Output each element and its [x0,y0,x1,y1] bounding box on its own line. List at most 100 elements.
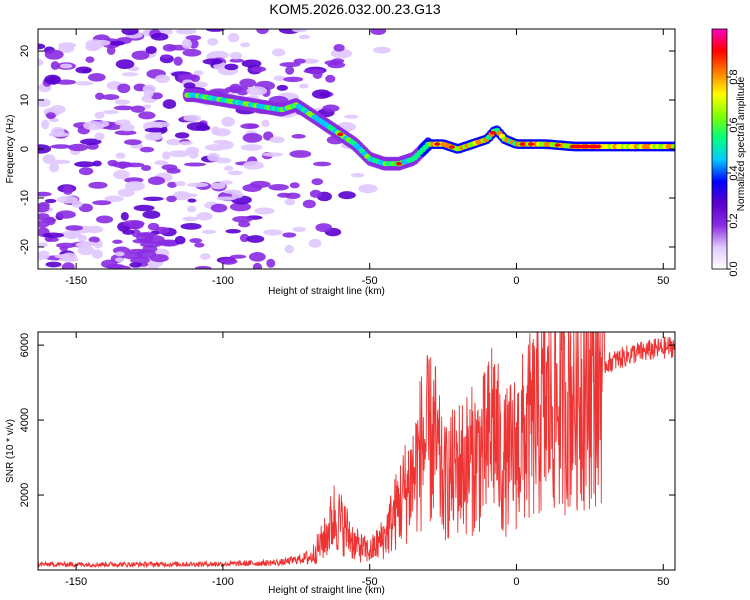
spectrogram-noise-cell [44,198,57,204]
spectrogram-noise-cell [58,257,79,262]
spectrogram-noise-cell [119,123,135,132]
spectrogram-noise-cell [263,229,283,236]
figure-title: KOM5.2026.032.00.23.G13 [269,1,440,17]
spectrogram-noise-cell [59,246,68,252]
spectrogram-peak-cell [528,142,535,146]
spectrogram-noise-cell [221,116,235,127]
spectrogram-noise-cell [55,79,77,85]
spectrogram-noise-cell [211,126,220,135]
spectrogram-cells [38,29,675,269]
spectrogram-noise-cell [38,213,50,221]
spectrogram-noise-cell [124,177,144,183]
spectrogram-noise-cell [279,62,301,68]
spectrogram-noise-cell [223,165,234,171]
spectrogram-noise-cell [130,105,146,113]
spectrogram-noise-cell [133,204,155,212]
spectrogram-noise-cell [183,114,202,122]
spectrogram-noise-cell [166,167,181,174]
spectrogram-noise-cell [293,58,306,64]
spectrogram-noise-cell [78,167,94,176]
spectrogram-noise-cell [174,132,190,139]
spectrogram-y-tick-label: 0 [19,146,31,152]
spectrogram-noise-cell [180,223,202,230]
spectrogram-noise-cell [309,189,322,198]
spectrogram-noise-cell [166,195,177,203]
spectrogram-noise-cell [216,196,237,201]
spectrogram-noise-cell [38,43,46,50]
spectrogram-noise-cell [51,159,71,165]
spectrogram-noise-cell [219,180,233,185]
spectrogram-noise-cell [136,232,154,243]
spectrogram-noise-cell [60,63,73,69]
spectrogram-noise-cell [143,104,152,109]
spectrogram-noise-cell [142,84,156,95]
spectrogram-noise-cell [284,198,296,206]
snr-y-tick-label: 6000 [19,333,31,357]
spectrogram-noise-cell [210,203,228,213]
spectrogram-noise-cell [283,76,304,83]
snr-x-tick-label: 50 [657,576,669,588]
spectrogram-noise-cell [150,32,169,41]
spectrogram-noise-cell [256,29,269,35]
spectrogram-noise-cell [144,132,163,141]
spectrogram-noise-cell [240,123,259,130]
spectrogram-noise-cell [229,202,251,212]
spectrogram-noise-cell [77,245,95,256]
snr-x-tick-label: -150 [65,576,87,588]
spectrogram-noise-cell [38,98,51,107]
spectrogram-noise-cell [113,105,134,111]
spectrogram-noise-cell [308,238,322,248]
spectrogram-noise-cell [246,235,265,243]
spectrogram-noise-cell [87,72,106,82]
spectrogram-noise-cell [80,138,102,145]
spectrogram-noise-cell [123,139,142,146]
spectrogram-peak-cell [448,145,455,149]
spectrogram-noise-cell [313,161,332,167]
spectrogram-noise-cell [327,61,346,69]
spectrogram-noise-cell [224,63,239,71]
spectrogram-noise-cell [101,94,120,101]
colorbar: 0.0 0.2 0.4 0.6 0.8 Normalized spectral ampl… [711,28,747,277]
spectrogram-noise-cell [266,258,276,268]
spectrogram-y-tick-label: 10 [19,94,31,106]
spectrogram-noise-cell [75,66,92,74]
spectrogram-noise-cell [143,196,164,201]
spectrogram-noise-cell [269,136,285,144]
spectrogram-ridge-cell [670,143,675,150]
spectrogram-noise-cell [92,160,102,167]
snr-panel: -150 -100 -50 0 50 2000 4000 6000 Height of str… [5,331,676,596]
spectrogram-noise-cell [46,216,56,226]
spectrogram-noise-cell [194,242,205,248]
spectrogram-noise-cell [74,161,96,168]
spectrogram-noise-cell [210,182,226,190]
spectrogram-noise-cell [114,265,131,269]
spectrogram-noise-cell [114,251,125,257]
spectrogram-noise-cell [38,191,52,197]
spectrogram-noise-cell [232,216,253,223]
spectrogram-noise-cell [261,119,270,128]
spectrogram-noise-cell [95,92,105,100]
spectrogram-noise-cell [187,182,209,188]
spectrogram-x-tick-label: 0 [513,275,519,287]
spectrogram-x-tick-label: -150 [65,275,87,287]
spectrogram-noise-cell [120,212,129,221]
spectrogram-noise-cell [186,122,209,131]
spectrogram-noise-cell [121,72,139,77]
spectrogram-noise-cell [238,221,251,228]
spectrogram-y-tick-label: -20 [19,239,31,255]
spectrogram-noise-cell [141,164,152,171]
spectrogram-noise-cell [113,169,130,180]
snr-y-tick-label: 2000 [19,483,31,507]
spectrogram-noise-cell [241,59,262,68]
spectrogram-noise-cell [76,241,98,247]
spectrogram-noise-cell [115,257,125,263]
spectrogram-noise-cell [149,254,169,263]
spectrogram-noise-cell [177,73,198,80]
spectrogram-noise-cell [140,241,162,248]
spectrogram-noise-cell [165,138,182,146]
spectrogram-noise-cell [62,185,74,195]
spectrogram-noise-cell [94,132,105,141]
spectrogram-noise-cell [285,66,295,75]
spectrogram-noise-cell [174,235,186,245]
